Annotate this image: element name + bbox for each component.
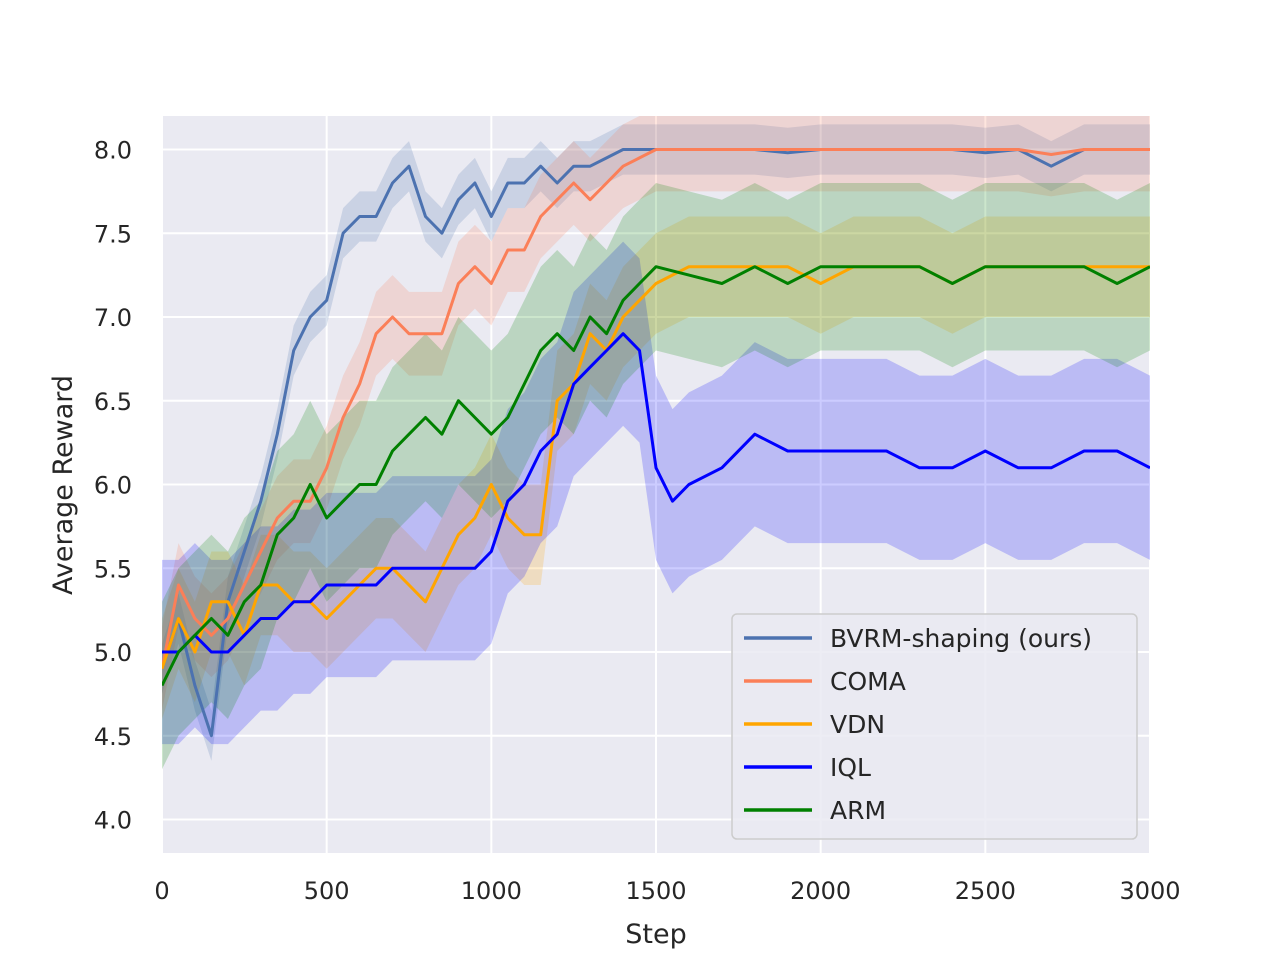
band-vdn — [162, 216, 1150, 719]
x-tick-label: 0 — [154, 877, 169, 905]
y-tick-label: 8.0 — [94, 137, 132, 165]
x-tick-label: 2500 — [955, 877, 1016, 905]
series-line-coma — [162, 148, 1150, 669]
series-line-iql — [162, 332, 1150, 654]
legend-label: ARM — [830, 796, 886, 825]
series-lines — [162, 148, 1150, 738]
legend-box — [731, 613, 1138, 840]
y-tick-label: 6.5 — [94, 388, 132, 416]
x-axis-ticks: 0 500 1000 1500 2000 2500 3000 — [154, 877, 1180, 905]
x-axis-label: Step — [625, 919, 686, 950]
y-tick-label: 4.5 — [94, 723, 132, 751]
band-bvrm-shaping-ours- — [162, 124, 1150, 761]
legend-label: VDN — [830, 710, 885, 739]
y-tick-label: 4.0 — [94, 807, 132, 835]
y-tick-label: 5.5 — [94, 555, 132, 583]
x-tick-label: 500 — [304, 877, 350, 905]
x-tick-label: 1500 — [625, 877, 686, 905]
legend-label: IQL — [830, 753, 871, 782]
x-tick-label: 1000 — [461, 877, 522, 905]
legend-label: COMA — [830, 667, 906, 696]
band-coma — [162, 116, 1150, 711]
series-line-arm — [162, 265, 1150, 687]
y-tick-label: 7.5 — [94, 220, 132, 248]
legend-label: BVRM-shaping (ours) — [830, 624, 1092, 653]
x-tick-label: 3000 — [1119, 877, 1180, 905]
band-arm — [162, 183, 1150, 770]
y-tick-label: 7.0 — [94, 304, 132, 332]
y-axis-label: Average Reward — [48, 375, 79, 595]
y-axis-ticks: 4.0 4.5 5.0 5.5 6.0 6.5 7.0 7.5 8.0 — [94, 137, 132, 835]
y-tick-label: 6.0 — [94, 472, 132, 500]
band-iql — [162, 241, 1150, 745]
y-tick-label: 5.0 — [94, 639, 132, 667]
confidence-bands — [162, 116, 1150, 770]
x-tick-label: 2000 — [790, 877, 851, 905]
legend: BVRM-shaping (ours) COMA VDN IQL ARM — [731, 613, 1138, 840]
